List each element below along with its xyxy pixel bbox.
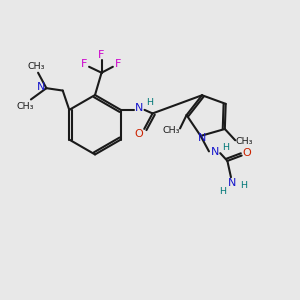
Text: F: F [80,59,87,69]
Text: O: O [243,148,251,158]
Text: N: N [198,133,206,143]
Text: H: H [240,181,247,190]
Text: CH₃: CH₃ [236,137,254,146]
Text: CH₃: CH₃ [17,101,34,110]
Text: N: N [135,103,144,113]
Text: H: H [219,187,226,196]
Text: N: N [228,178,237,188]
Text: H: H [222,143,229,152]
Text: N: N [211,147,219,157]
Text: F: F [115,59,122,69]
Text: O: O [134,129,143,139]
Text: CH₃: CH₃ [28,62,45,71]
Text: CH₃: CH₃ [162,126,180,135]
Text: F: F [98,50,105,61]
Text: H: H [146,98,153,107]
Text: N: N [37,82,45,92]
